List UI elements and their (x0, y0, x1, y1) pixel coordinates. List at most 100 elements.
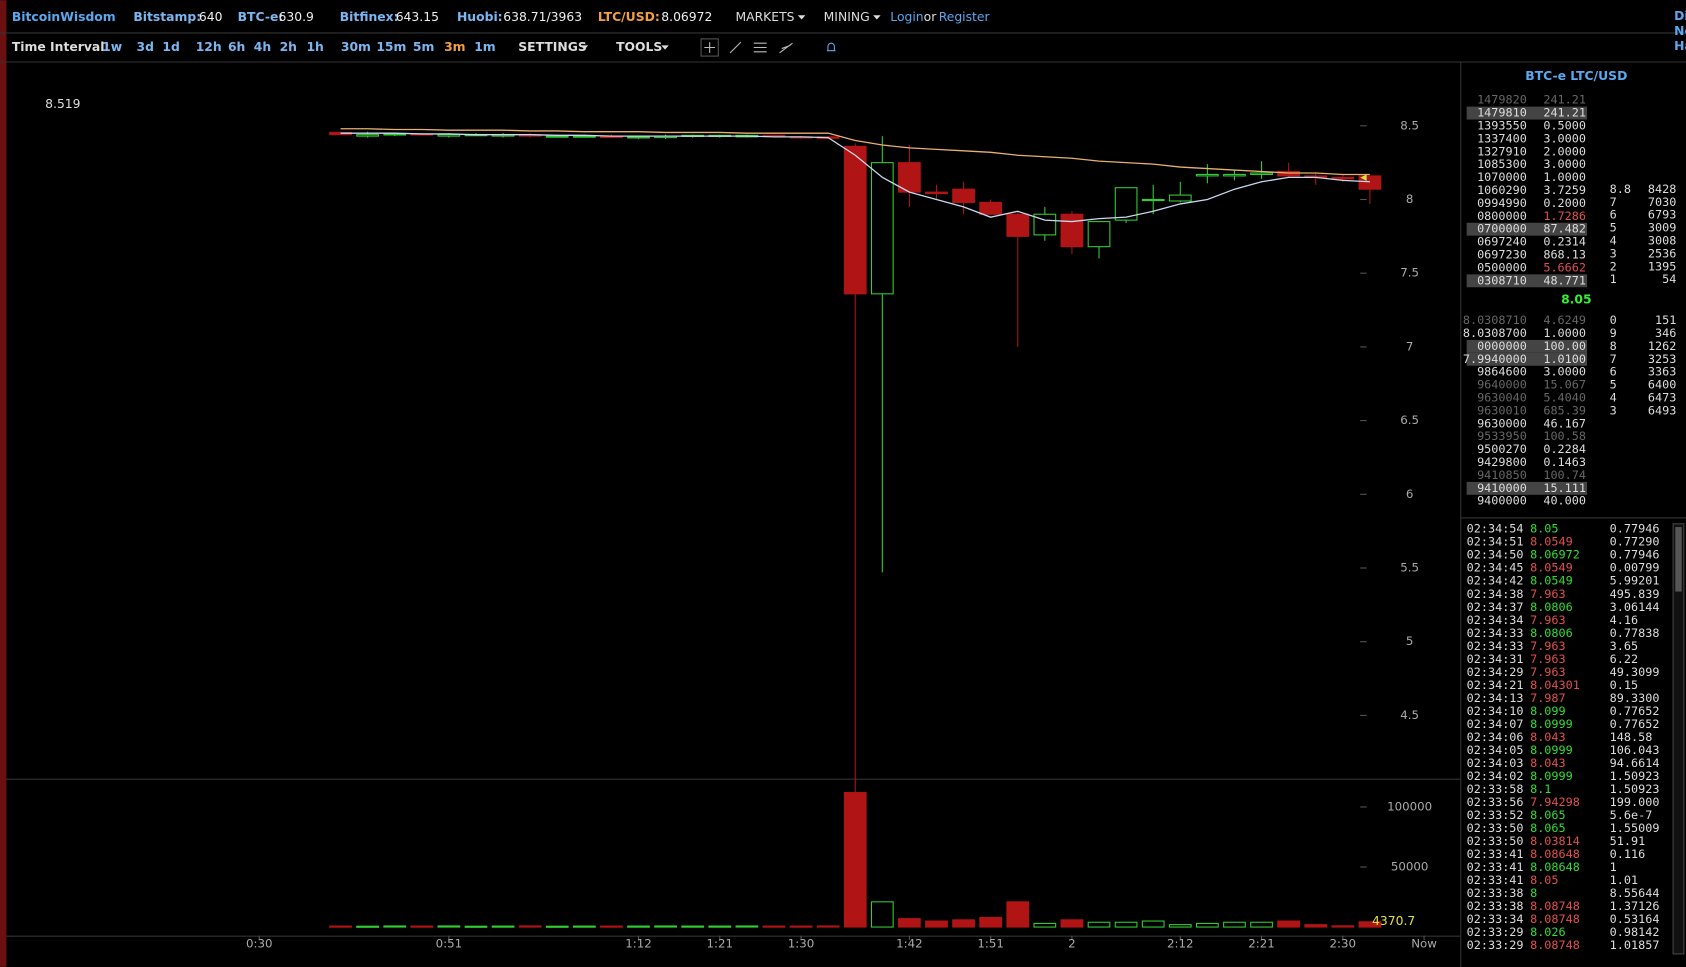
trade-amount: 1.01 (1610, 873, 1638, 887)
x-tick-label: 0:51 (436, 937, 463, 951)
depth-price: 8 (1610, 339, 1617, 353)
order-amount: 0.2000 (1543, 196, 1586, 210)
depth-price: 2 (1610, 259, 1617, 273)
interval-button[interactable]: 1d (162, 40, 179, 54)
trade-time: 02:34:42 (1467, 574, 1524, 588)
order-price: 1337400 (1477, 131, 1527, 145)
fan-tool[interactable] (779, 42, 793, 54)
ticker-value: 643.15 (396, 10, 439, 24)
menu[interactable]: MARKETS (735, 10, 794, 24)
brand[interactable]: BitcoinWisdom (12, 10, 116, 24)
order-amount: 4.6249 (1543, 313, 1586, 327)
order-amount: 3.0000 (1543, 131, 1586, 145)
depth-price: 4 (1610, 391, 1617, 405)
interval-button[interactable]: 4h (254, 40, 271, 54)
interval-button[interactable]: 30m (341, 40, 371, 54)
x-tick-label: 2 (1068, 937, 1076, 951)
trade-price: 7.963 (1530, 587, 1566, 601)
order-price: 9410850 (1477, 468, 1527, 482)
trade-time: 02:33:38 (1467, 886, 1524, 900)
interval-button[interactable]: 1w (102, 40, 122, 54)
left-edge (0, 0, 7, 967)
order-amount: 241.21 (1543, 93, 1586, 107)
depth-total: 7030 (1648, 195, 1676, 209)
trade-amount: 1.37126 (1610, 899, 1660, 913)
order-price: 9533950 (1477, 429, 1527, 443)
order-amount: 5.6662 (1543, 260, 1586, 274)
toolbar-icons (700, 38, 836, 57)
candle-body (1141, 198, 1165, 202)
tools-menu[interactable]: TOOLS (616, 40, 662, 54)
trade-price: 8.0999 (1530, 743, 1573, 757)
interval-button[interactable]: 1h (306, 40, 323, 54)
order-price: 9630000 (1477, 416, 1527, 430)
menu[interactable]: MINING (824, 10, 870, 24)
depth-total: 2536 (1648, 246, 1676, 260)
edge-link: Ne (1674, 24, 1686, 38)
order-price: 8.0308710 (1463, 313, 1527, 327)
order-amount: 46.167 (1543, 416, 1586, 430)
trade-amount: 495.839 (1610, 587, 1660, 601)
trade-amount: 3.65 (1610, 639, 1638, 653)
crosshair-tool[interactable] (700, 38, 719, 57)
row-highlight (1466, 106, 1588, 120)
candle-body (437, 134, 461, 137)
depth-total: 8428 (1648, 182, 1676, 196)
trade-amount: 51.91 (1610, 834, 1646, 848)
x-tick-label: 1:21 (707, 937, 734, 951)
order-price: 9400000 (1477, 494, 1527, 508)
volume-bar (1114, 921, 1138, 928)
interval-button[interactable]: 12h (196, 40, 222, 54)
scrollbar[interactable] (1672, 523, 1685, 955)
fib-tool[interactable] (753, 42, 767, 53)
row-highlight (1466, 481, 1588, 495)
interval-button[interactable]: 3m (444, 40, 465, 54)
trade-time: 02:34:33 (1467, 639, 1524, 653)
order-amount: 48.771 (1543, 273, 1586, 287)
interval-button[interactable]: 6h (228, 40, 245, 54)
volume-bar (843, 792, 867, 928)
interval-button[interactable]: 2h (280, 40, 297, 54)
trade-amount: 148.58 (1610, 730, 1653, 744)
candle-body (1331, 176, 1355, 180)
x-tick-label: 2:12 (1167, 937, 1194, 951)
login-link[interactable]: Login (890, 10, 923, 24)
candle-body (1060, 213, 1084, 248)
trade-price: 8.0549 (1530, 535, 1573, 549)
interval-button[interactable]: 3d (137, 40, 154, 54)
trade-amount: 49.3099 (1610, 665, 1660, 679)
trade-price: 8.043 (1530, 756, 1566, 770)
trade-time: 02:34:07 (1467, 717, 1524, 731)
order-price: 1479820 (1477, 93, 1527, 107)
interval-button[interactable]: 1m (474, 40, 495, 54)
volume-bar (1006, 901, 1030, 928)
order-price: 1479810 (1477, 106, 1527, 120)
depth-price: 3 (1610, 246, 1617, 260)
dropdown-caret (797, 15, 806, 20)
candle-body (1168, 194, 1192, 202)
register-link[interactable]: Register (939, 10, 991, 24)
interval-button[interactable]: 15m (376, 40, 406, 54)
volume-bar (464, 925, 488, 928)
depth-price: 9 (1610, 326, 1617, 340)
alert-tool[interactable] (826, 42, 836, 52)
toolbar-label: Time Interval: (12, 40, 110, 54)
scroll-thumb[interactable] (1675, 527, 1682, 592)
trade-time: 02:34:34 (1467, 613, 1524, 627)
interval-button[interactable]: 5m (413, 40, 434, 54)
order-amount: 3.7259 (1543, 183, 1586, 197)
settings-menu[interactable]: SETTINGS (518, 40, 586, 54)
x-tick-label: Now (1411, 937, 1437, 951)
candle-body (925, 191, 948, 195)
order-price: 9429800 (1477, 455, 1527, 469)
volume-bar (1331, 925, 1355, 928)
trade-time: 02:33:50 (1467, 834, 1524, 848)
dropdown-caret (580, 45, 589, 50)
order-amount: 685.39 (1543, 403, 1586, 417)
candle-body (1250, 172, 1273, 175)
trade-price: 8.05 (1530, 522, 1558, 536)
trade-price: 8.0806 (1530, 600, 1573, 614)
trade-price: 8.05 (1530, 873, 1558, 887)
ticker-label: Bitfinex: (340, 10, 399, 24)
line-tool[interactable] (729, 41, 742, 54)
